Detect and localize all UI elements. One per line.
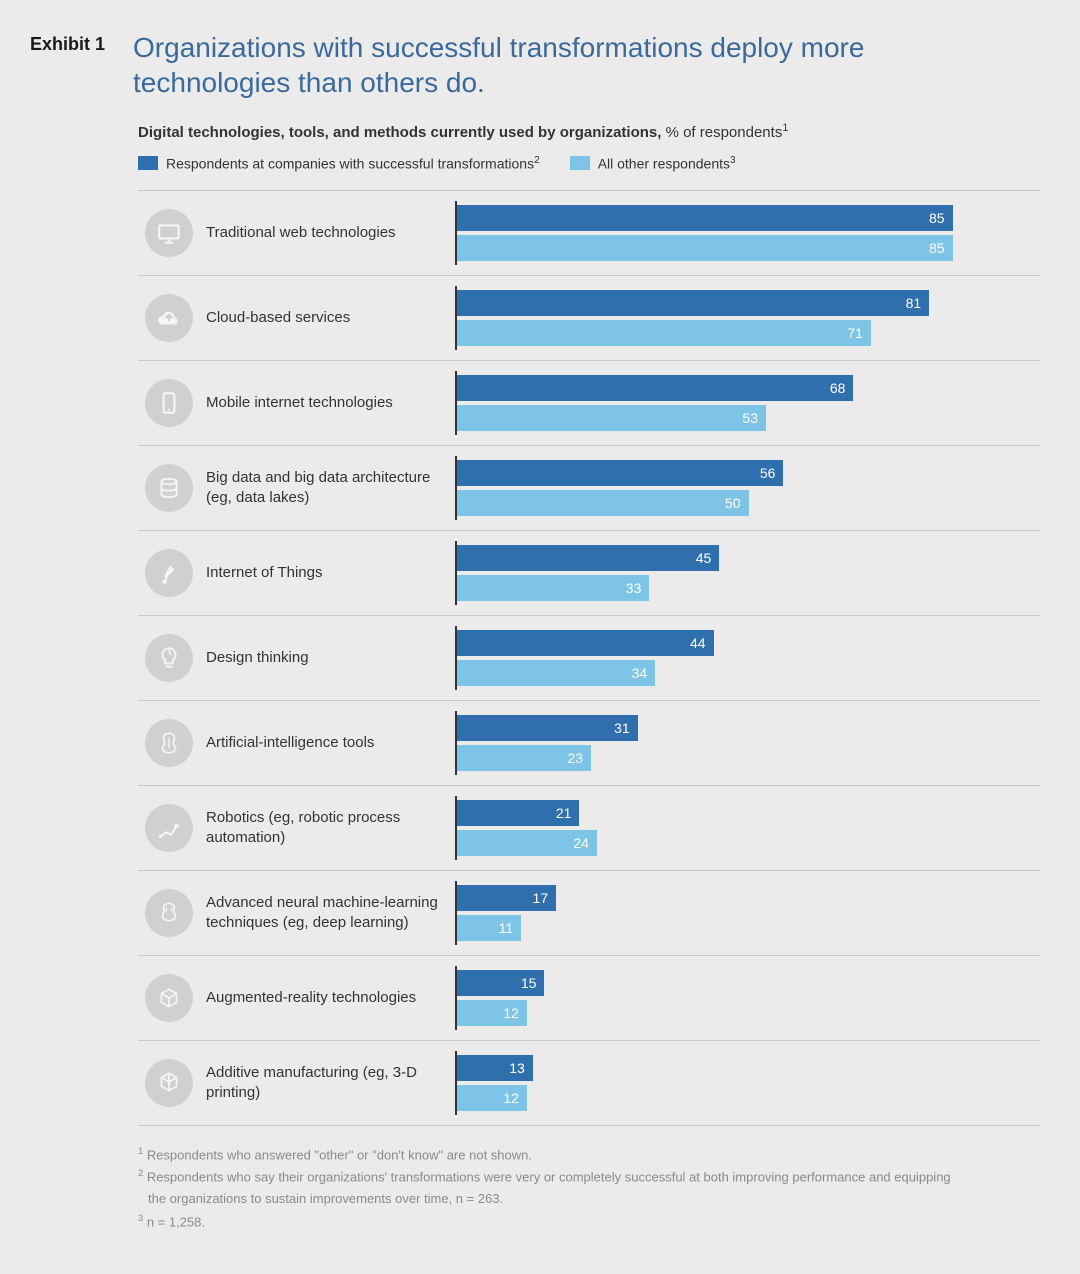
legend-item-successful: Respondents at companies with successful… [138,155,540,172]
legend: Respondents at companies with successful… [138,155,1040,172]
bar-others: 71 [457,320,871,346]
chart-title: Organizations with successful transforma… [133,30,913,100]
bar-successful: 44 [457,630,714,656]
bars: 2124 [455,796,1040,860]
bar-successful: 85 [457,205,953,231]
exhibit-label: Exhibit 1 [30,30,105,55]
bar-others: 33 [457,575,649,601]
row-label: Artificial-intelligence tools [200,711,455,775]
bar-others: 23 [457,745,591,771]
bar-others: 24 [457,830,597,856]
chart-row: Traditional web technologies8585 [138,190,1040,275]
bars: 8585 [455,201,1040,265]
header: Exhibit 1 Organizations with successful … [30,30,1040,100]
chart-row: Design thinking4434 [138,615,1040,700]
row-label: Augmented-reality technologies [200,966,455,1030]
subtitle-rest: % of respondents [661,124,782,141]
web-icon [138,201,200,265]
chart-row: Artificial-intelligence tools3123 [138,700,1040,785]
footnote-3: 3 n = 1,258. [138,1211,1040,1232]
chart-subtitle: Digital technologies, tools, and methods… [138,122,1040,141]
bars: 5650 [455,456,1040,520]
bar-others: 53 [457,405,766,431]
design-icon [138,626,200,690]
footnote-2b: the organizations to sustain improvement… [138,1189,1040,1209]
neural-icon [138,881,200,945]
cloud-icon [138,286,200,350]
row-label: Mobile internet technologies [200,371,455,435]
bar-others: 50 [457,490,749,516]
bar-successful: 13 [457,1055,533,1081]
bars: 4533 [455,541,1040,605]
bar-successful: 15 [457,970,544,996]
bar-successful: 17 [457,885,556,911]
bar-successful: 56 [457,460,783,486]
bars: 3123 [455,711,1040,775]
footnotes: 1 Respondents who answered "other" or "d… [138,1144,1040,1232]
bar-chart: Traditional web technologies8585Cloud-ba… [138,190,1040,1126]
subtitle-superscript: 1 [782,122,788,134]
legend-label-2: All other respondents3 [598,155,736,172]
row-label: Additive manufacturing (eg, 3-D printing… [200,1051,455,1115]
ai-icon [138,711,200,775]
footnote-1: 1 Respondents who answered "other" or "d… [138,1144,1040,1165]
chart-row: Mobile internet technologies6853 [138,360,1040,445]
chart-row: Cloud-based services8171 [138,275,1040,360]
row-label: Internet of Things [200,541,455,605]
bar-successful: 21 [457,800,579,826]
bar-others: 11 [457,915,521,941]
legend-label-1: Respondents at companies with successful… [166,155,540,172]
legend-swatch-2 [570,156,590,170]
bars: 1711 [455,881,1040,945]
chart-row: Internet of Things4533 [138,530,1040,615]
bigdata-icon [138,456,200,520]
chart-row: Big data and big data architecture (eg, … [138,445,1040,530]
row-label: Design thinking [200,626,455,690]
bar-successful: 31 [457,715,638,741]
bar-others: 34 [457,660,655,686]
chart-row: Augmented-reality technologies1512 [138,955,1040,1040]
chart-row: Advanced neural machine-learning techniq… [138,870,1040,955]
bar-successful: 81 [457,290,929,316]
robot-icon [138,796,200,860]
chart-row: Additive manufacturing (eg, 3-D printing… [138,1040,1040,1126]
additive-icon [138,1051,200,1115]
bar-others: 12 [457,1085,527,1111]
bars: 4434 [455,626,1040,690]
bars: 1512 [455,966,1040,1030]
ar-icon [138,966,200,1030]
bar-others: 12 [457,1000,527,1026]
bars: 6853 [455,371,1040,435]
footnote-2a: 2 Respondents who say their organization… [138,1166,1040,1187]
row-label: Traditional web technologies [200,201,455,265]
chart-row: Robotics (eg, robotic process automation… [138,785,1040,870]
chart-content: Digital technologies, tools, and methods… [138,122,1040,1232]
bars: 1312 [455,1051,1040,1115]
row-label: Robotics (eg, robotic process automation… [200,796,455,860]
row-label: Cloud-based services [200,286,455,350]
subtitle-bold: Digital technologies, tools, and methods… [138,124,661,141]
bar-successful: 45 [457,545,719,571]
bar-others: 85 [457,235,953,261]
bar-successful: 68 [457,375,853,401]
legend-swatch-1 [138,156,158,170]
row-label: Big data and big data architecture (eg, … [200,456,455,520]
legend-item-others: All other respondents3 [570,155,736,172]
row-label: Advanced neural machine-learning techniq… [200,881,455,945]
mobile-icon [138,371,200,435]
iot-icon [138,541,200,605]
bars: 8171 [455,286,1040,350]
